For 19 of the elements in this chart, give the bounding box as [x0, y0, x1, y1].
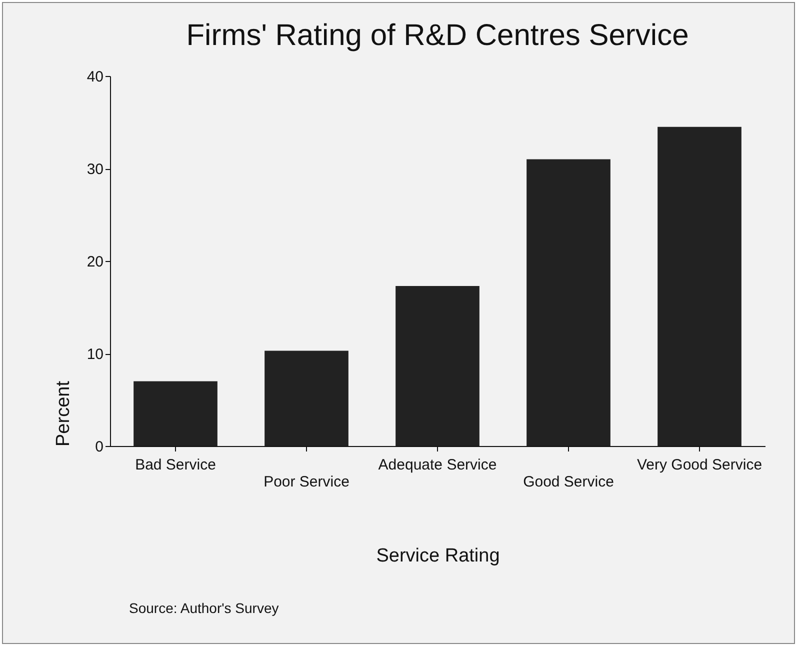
- x-tick-label: Adequate Service: [378, 456, 497, 474]
- bar: [658, 126, 742, 446]
- y-tick-label: 30: [86, 161, 104, 178]
- x-tick-label: Good Service: [523, 474, 614, 490]
- x-tick-label: Very Good Service: [636, 456, 762, 474]
- x-axis-title: Service Rating: [376, 546, 500, 566]
- chart-title: Firms' Rating of R&D Centres Service: [186, 19, 689, 52]
- source-note: Source: Author's Survey: [129, 600, 279, 616]
- y-tick-label: 40: [86, 68, 104, 86]
- bar: [396, 286, 480, 446]
- x-tick-label: Poor Service: [264, 474, 350, 490]
- bar: [526, 159, 610, 446]
- x-tick-label: Bad Service: [135, 456, 216, 474]
- y-tick-label: 20: [86, 254, 104, 270]
- y-axis-title: Percent: [52, 380, 74, 446]
- bar: [264, 350, 348, 446]
- y-tick-label: 0: [95, 438, 104, 456]
- y-tick-label: 10: [86, 346, 104, 363]
- bar: [134, 381, 218, 446]
